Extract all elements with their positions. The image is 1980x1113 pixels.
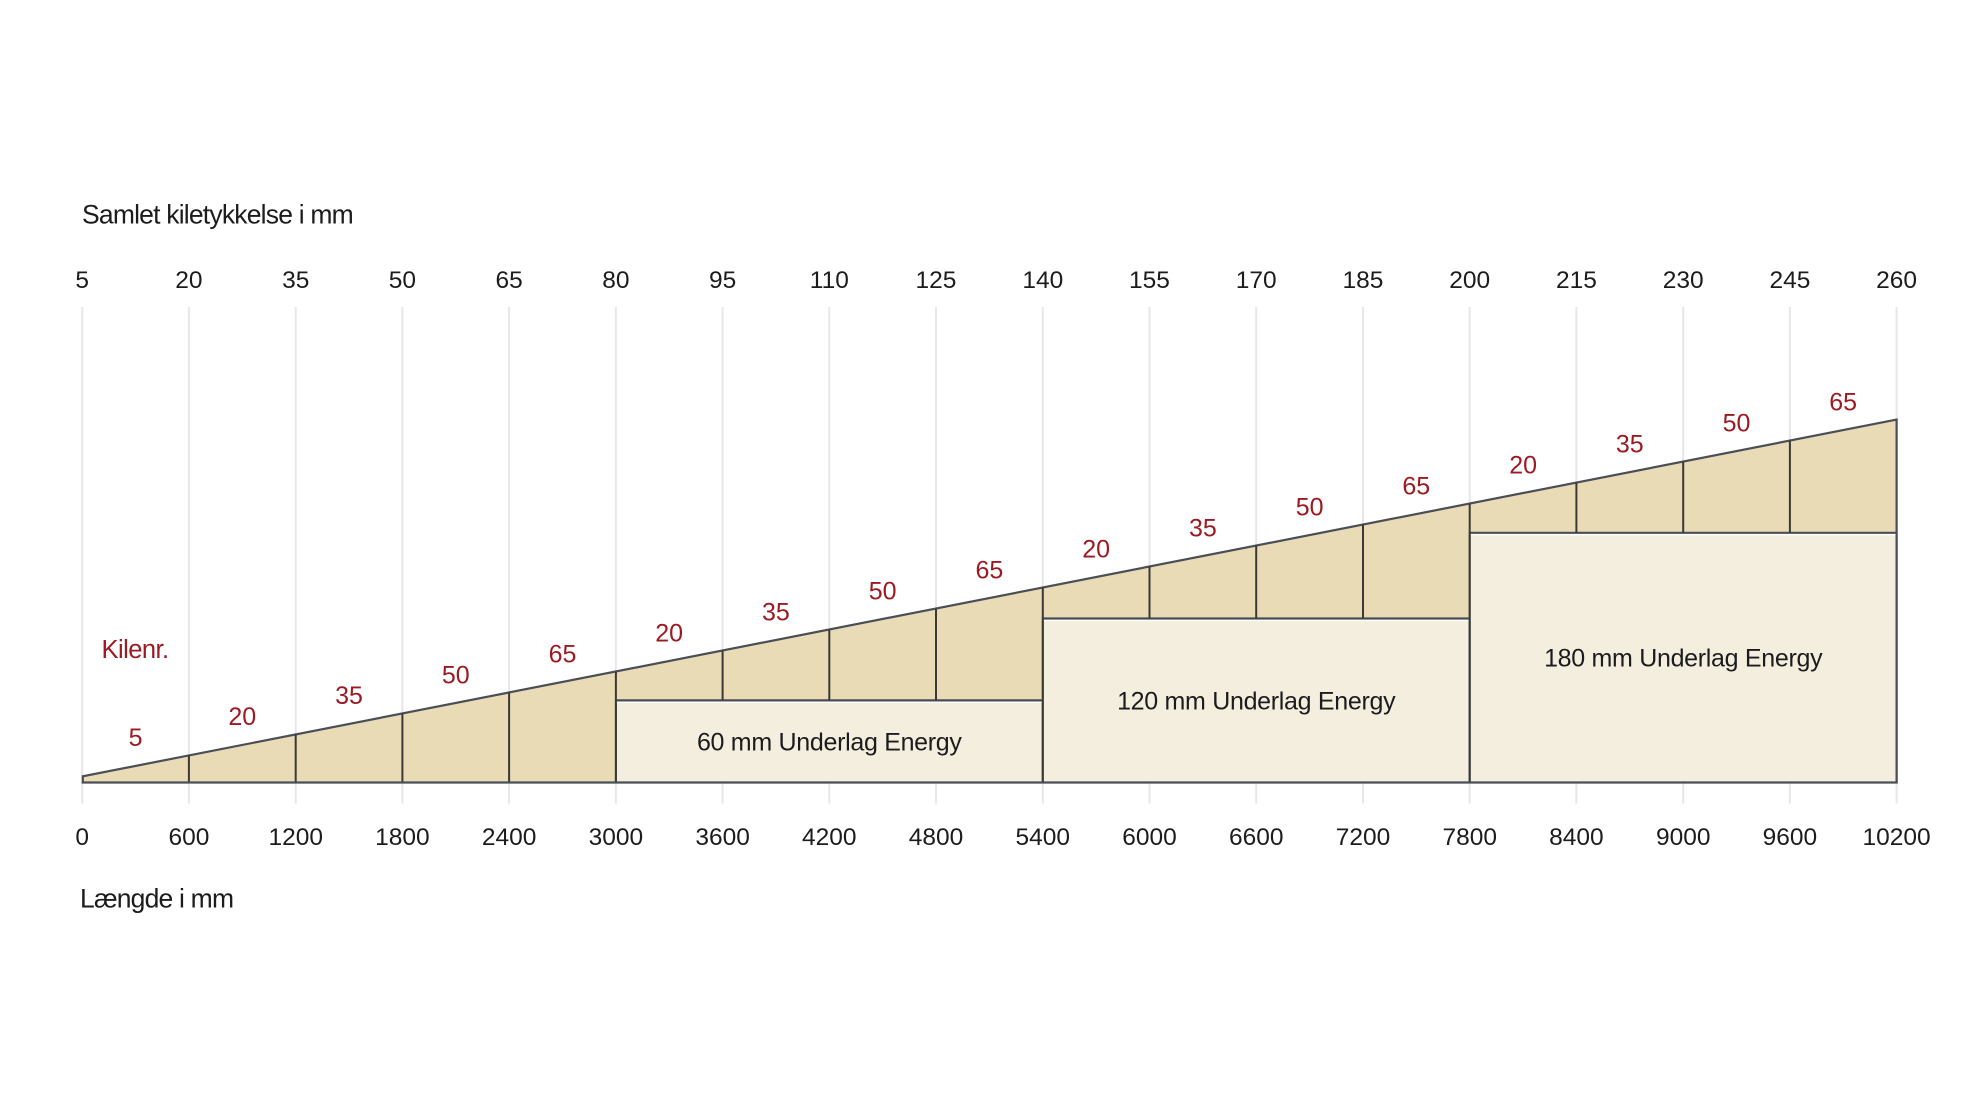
svg-text:20: 20 bbox=[655, 619, 683, 647]
svg-text:200: 200 bbox=[1449, 267, 1490, 294]
svg-text:4800: 4800 bbox=[909, 824, 964, 851]
svg-text:50: 50 bbox=[869, 577, 897, 605]
svg-text:60 mm Underlag Energy: 60 mm Underlag Energy bbox=[697, 729, 962, 757]
svg-text:155: 155 bbox=[1129, 267, 1170, 294]
svg-text:7800: 7800 bbox=[1442, 824, 1497, 851]
svg-text:20: 20 bbox=[175, 267, 202, 294]
svg-text:140: 140 bbox=[1022, 267, 1063, 294]
svg-text:1800: 1800 bbox=[375, 824, 430, 851]
svg-text:215: 215 bbox=[1556, 267, 1597, 294]
svg-text:2400: 2400 bbox=[482, 824, 537, 851]
svg-text:5: 5 bbox=[129, 724, 143, 752]
svg-text:5: 5 bbox=[75, 267, 89, 294]
svg-text:50: 50 bbox=[442, 661, 470, 689]
svg-text:65: 65 bbox=[975, 556, 1003, 584]
svg-text:230: 230 bbox=[1663, 267, 1704, 294]
svg-text:245: 245 bbox=[1769, 267, 1810, 294]
svg-text:10200: 10200 bbox=[1863, 824, 1931, 851]
svg-text:35: 35 bbox=[762, 598, 790, 626]
svg-text:20: 20 bbox=[1082, 535, 1110, 563]
svg-text:20: 20 bbox=[1509, 451, 1537, 479]
svg-text:3000: 3000 bbox=[589, 824, 644, 851]
svg-text:125: 125 bbox=[916, 267, 957, 294]
svg-text:170: 170 bbox=[1236, 267, 1277, 294]
svg-text:4200: 4200 bbox=[802, 824, 857, 851]
svg-text:35: 35 bbox=[1616, 430, 1644, 458]
svg-text:180 mm Underlag Energy: 180 mm Underlag Energy bbox=[1544, 645, 1823, 673]
svg-text:600: 600 bbox=[168, 824, 209, 851]
svg-text:65: 65 bbox=[549, 640, 577, 668]
svg-text:35: 35 bbox=[1189, 514, 1217, 542]
svg-text:50: 50 bbox=[1723, 409, 1751, 437]
svg-text:Kilenr.: Kilenr. bbox=[102, 636, 169, 664]
svg-text:9000: 9000 bbox=[1656, 824, 1711, 851]
svg-text:50: 50 bbox=[389, 267, 416, 294]
svg-text:95: 95 bbox=[709, 267, 736, 294]
svg-text:185: 185 bbox=[1343, 267, 1384, 294]
svg-text:0: 0 bbox=[75, 824, 89, 851]
svg-text:6600: 6600 bbox=[1229, 824, 1284, 851]
svg-text:35: 35 bbox=[282, 267, 309, 294]
svg-text:3600: 3600 bbox=[695, 824, 750, 851]
svg-text:260: 260 bbox=[1876, 267, 1917, 294]
svg-text:80: 80 bbox=[602, 267, 629, 294]
svg-text:65: 65 bbox=[1829, 388, 1857, 416]
svg-text:35: 35 bbox=[335, 682, 363, 710]
svg-text:Samlet kiletykkelse i mm: Samlet kiletykkelse i mm bbox=[82, 200, 353, 230]
svg-text:Længde i mm: Længde i mm bbox=[80, 884, 233, 914]
svg-text:110: 110 bbox=[810, 267, 849, 294]
svg-text:9600: 9600 bbox=[1763, 824, 1818, 851]
svg-text:8400: 8400 bbox=[1549, 824, 1604, 851]
svg-text:50: 50 bbox=[1296, 493, 1324, 521]
svg-text:6000: 6000 bbox=[1122, 824, 1177, 851]
svg-text:65: 65 bbox=[1402, 472, 1430, 500]
svg-text:1200: 1200 bbox=[268, 824, 323, 851]
svg-text:20: 20 bbox=[228, 703, 256, 731]
svg-text:120 mm Underlag Energy: 120 mm Underlag Energy bbox=[1117, 688, 1396, 716]
svg-text:5400: 5400 bbox=[1016, 824, 1071, 851]
svg-text:7200: 7200 bbox=[1336, 824, 1391, 851]
svg-text:65: 65 bbox=[495, 267, 522, 294]
